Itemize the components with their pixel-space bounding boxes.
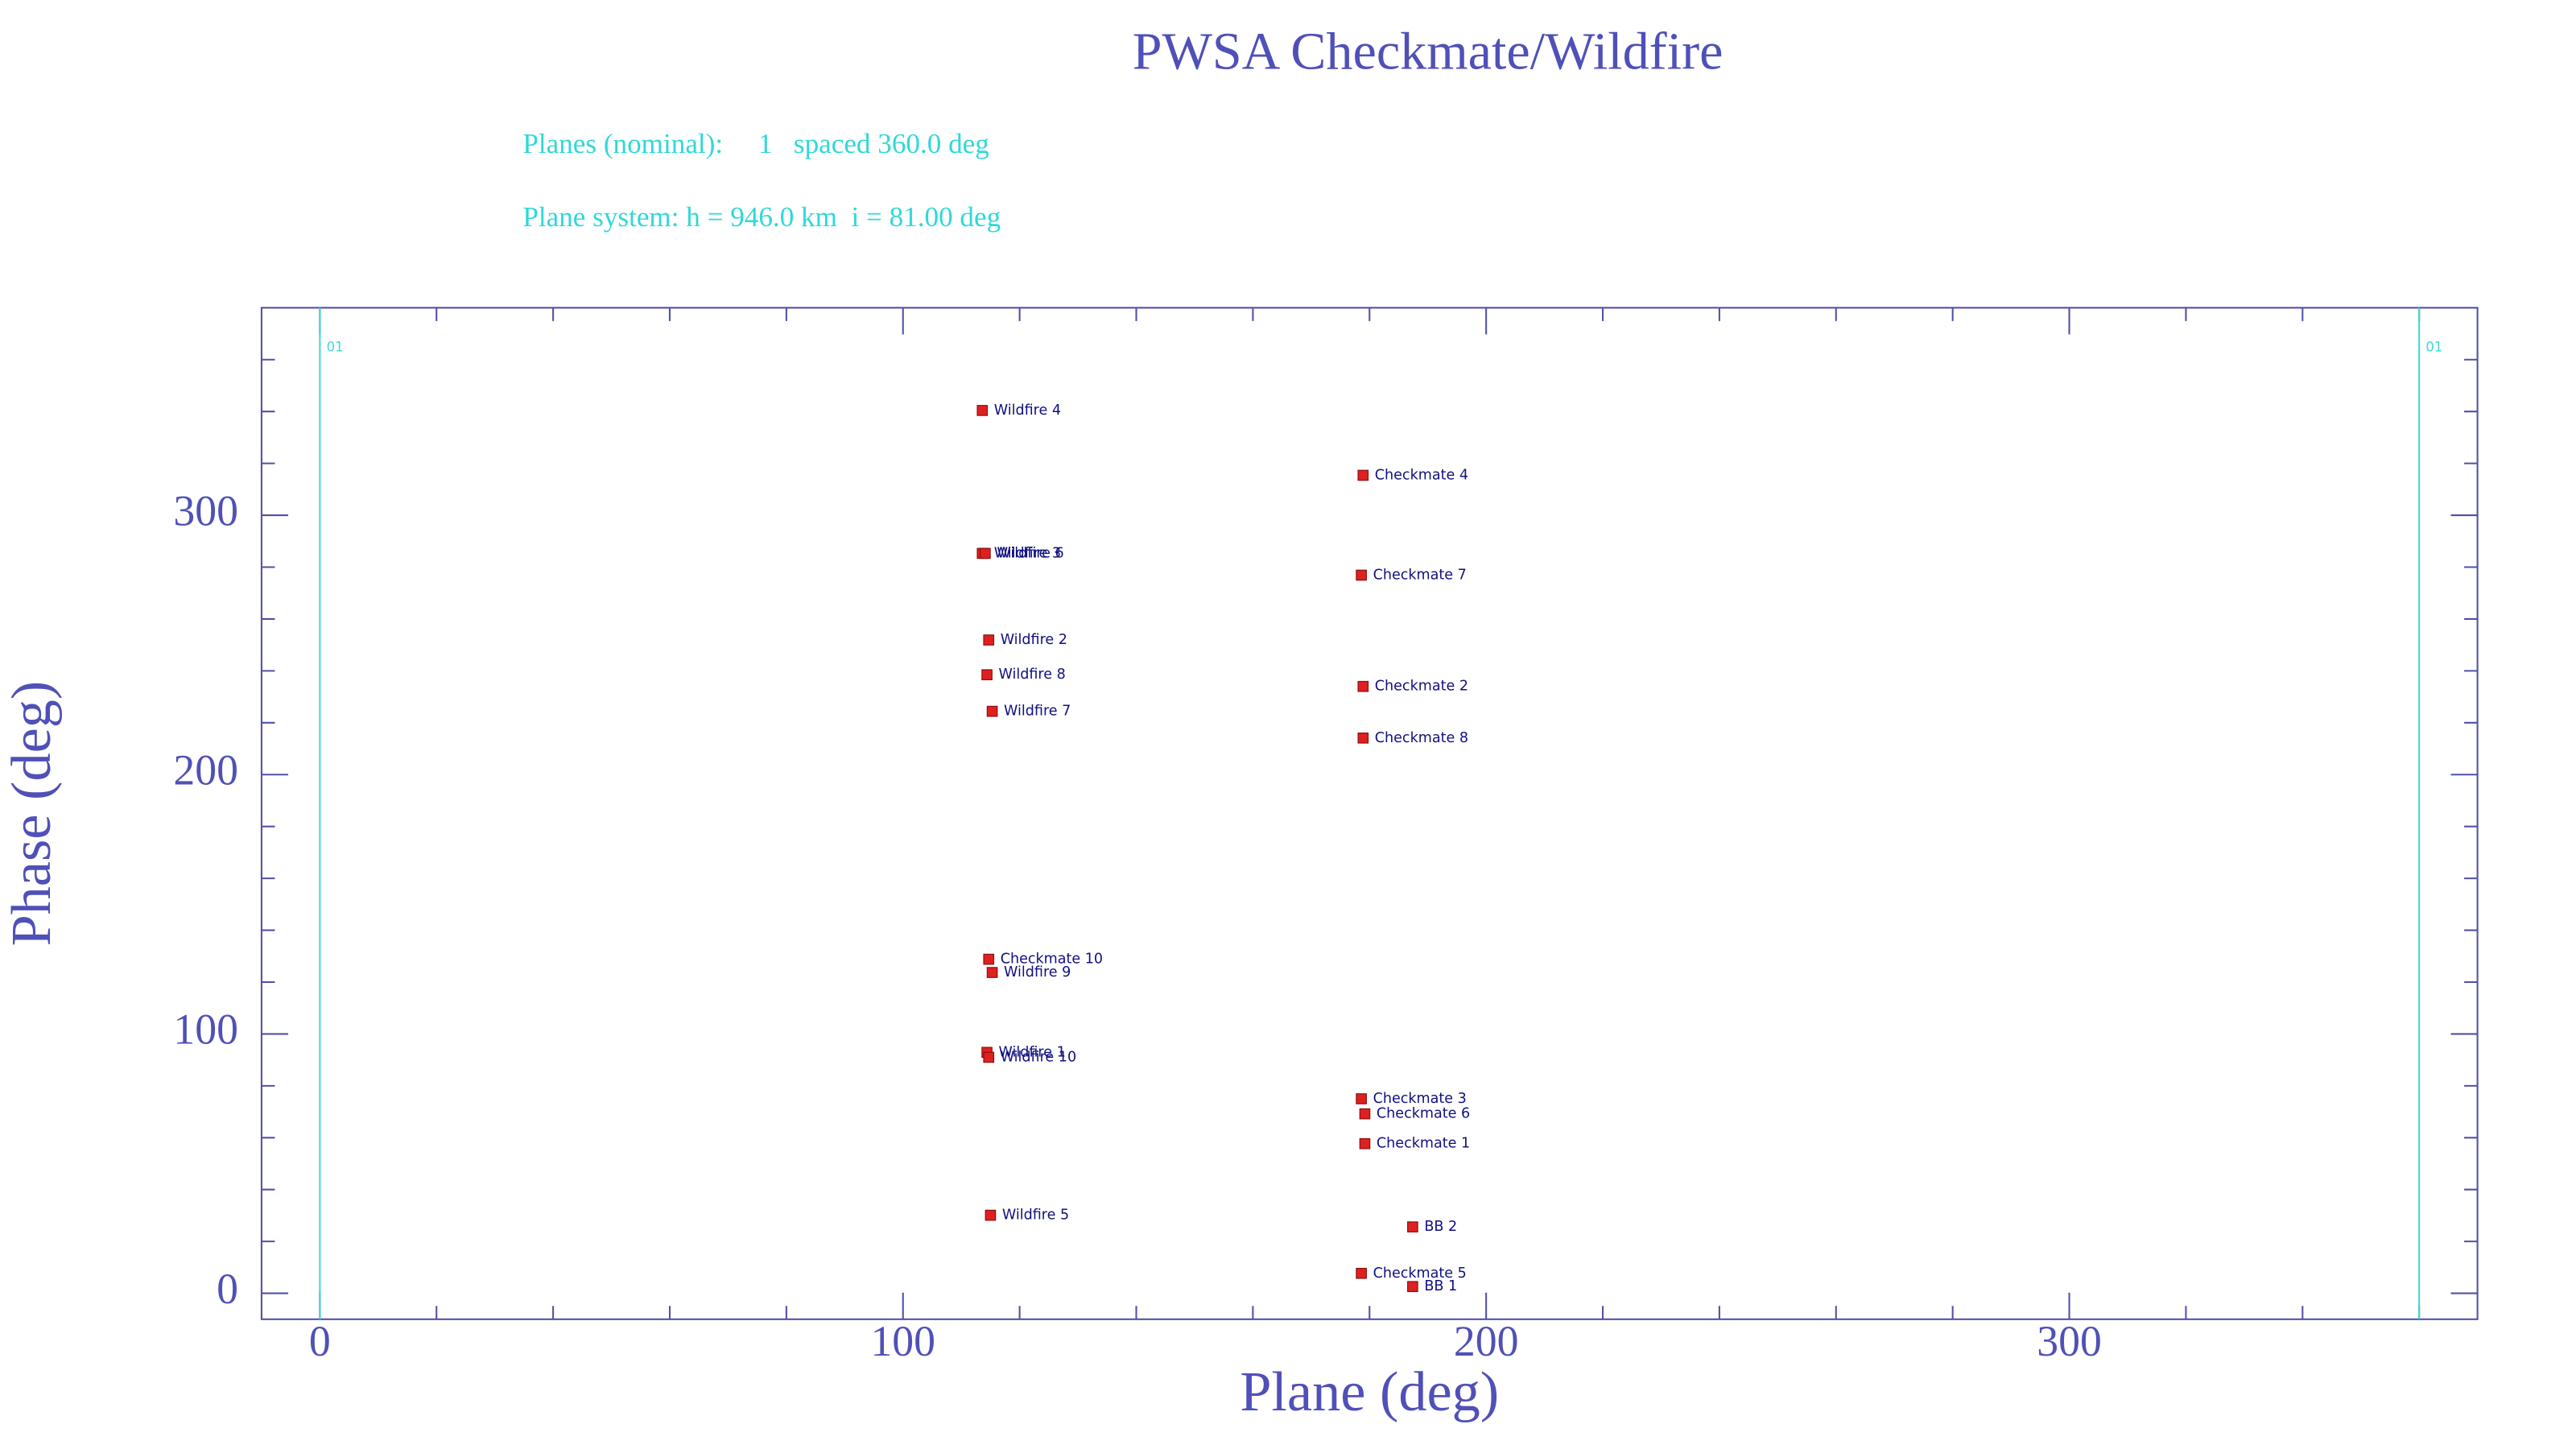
point bbox=[1407, 1281, 1418, 1293]
point-label: Wildfire 10 bbox=[1001, 1049, 1076, 1065]
point-label: Wildfire 5 bbox=[1002, 1208, 1069, 1224]
point bbox=[1357, 732, 1369, 744]
point bbox=[981, 669, 993, 681]
point-label: Wildfire 7 bbox=[1004, 704, 1071, 720]
point-label: Wildfire 3 bbox=[994, 545, 1061, 561]
point-label: Checkmate 5 bbox=[1373, 1265, 1467, 1282]
point bbox=[1407, 1221, 1418, 1232]
point bbox=[976, 405, 989, 416]
plot-frame bbox=[260, 307, 2479, 1320]
point-label: Checkmate 6 bbox=[1377, 1106, 1470, 1122]
point bbox=[983, 1051, 995, 1063]
point-label: Checkmate 4 bbox=[1375, 467, 1468, 483]
x-axis-label: Plane (deg) bbox=[1240, 1360, 1499, 1423]
point bbox=[1359, 1108, 1371, 1120]
info-line: Plane system: h = 946.0 km i = 81.00 deg bbox=[522, 201, 1001, 233]
chart-title: PWSA Checkmate/Wildfire bbox=[1133, 22, 1724, 80]
point-label: Wildfire 6 bbox=[997, 545, 1063, 561]
point-label: BB 1 bbox=[1424, 1278, 1457, 1294]
x-tick-label: 200 bbox=[1454, 1317, 1519, 1365]
point-label: Checkmate 2 bbox=[1375, 679, 1468, 695]
point-label: Wildfire 8 bbox=[999, 667, 1066, 683]
point bbox=[1356, 1267, 1367, 1279]
point-label: Wildfire 9 bbox=[1004, 964, 1071, 980]
point-label: BB 2 bbox=[1424, 1219, 1457, 1235]
point-label: Checkmate 10 bbox=[1001, 952, 1103, 968]
point-label: Checkmate 8 bbox=[1375, 730, 1468, 746]
point bbox=[983, 953, 995, 965]
point-label: Wildfire 2 bbox=[1001, 632, 1067, 648]
point bbox=[985, 1209, 997, 1221]
point-label: Checkmate 3 bbox=[1373, 1091, 1467, 1107]
point bbox=[1356, 1093, 1367, 1104]
point-label: Wildfire 4 bbox=[994, 402, 1061, 419]
x-tick-label: 100 bbox=[870, 1317, 935, 1365]
point bbox=[980, 547, 991, 559]
y-tick-label: 300 bbox=[173, 486, 238, 535]
point bbox=[1357, 680, 1369, 692]
point bbox=[1356, 569, 1367, 581]
plane-label: 01 bbox=[327, 339, 344, 354]
point bbox=[986, 967, 998, 978]
point bbox=[1359, 1137, 1371, 1150]
point bbox=[1357, 469, 1369, 481]
y-tick-label: 100 bbox=[173, 1005, 238, 1054]
point-label: Checkmate 1 bbox=[1377, 1136, 1470, 1152]
point-label: Checkmate 7 bbox=[1373, 567, 1467, 583]
y-tick-label: 0 bbox=[217, 1265, 238, 1313]
plane-label: 01 bbox=[2425, 339, 2442, 354]
x-tick-label: 0 bbox=[309, 1317, 331, 1365]
x-tick-label: 300 bbox=[2037, 1317, 2102, 1365]
y-tick-label: 200 bbox=[173, 746, 238, 795]
point-label: Wildfire 1 bbox=[999, 1044, 1066, 1060]
info-line: Planes (nominal): 1 spaced 360.0 deg bbox=[522, 128, 989, 159]
point bbox=[986, 705, 998, 717]
point bbox=[983, 634, 995, 646]
y-axis-label: Phase (deg) bbox=[0, 681, 63, 947]
